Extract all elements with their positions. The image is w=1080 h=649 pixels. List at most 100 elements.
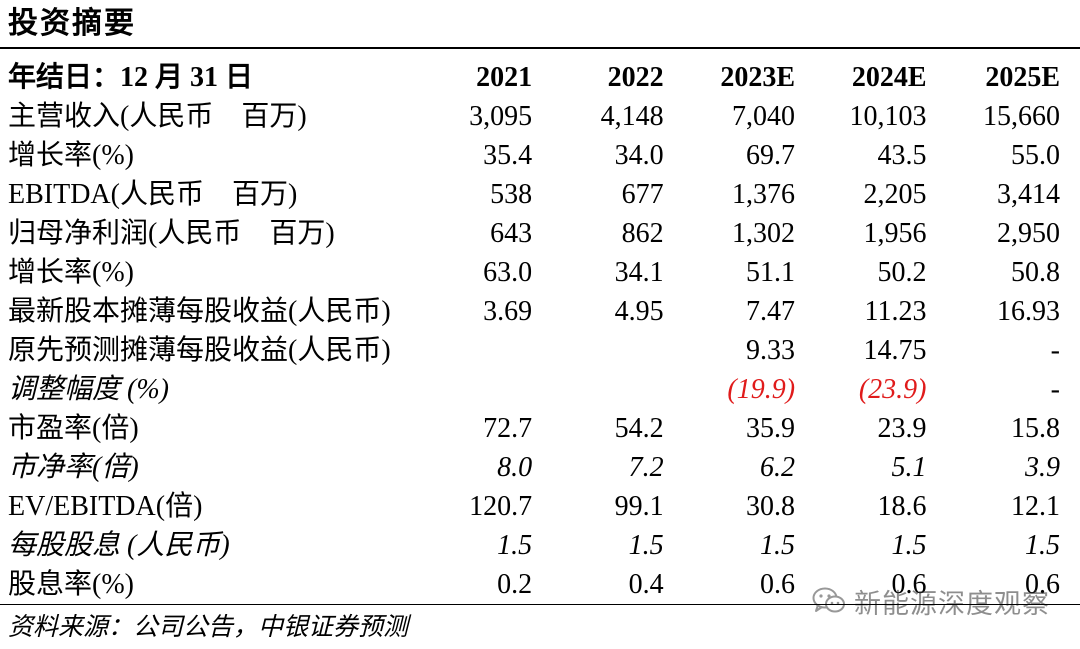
table-row: 主营收入(人民币 百万) 3,095 4,148 7,040 10,103 15,660 xyxy=(0,97,1080,136)
row-value: 35.4 xyxy=(483,140,533,171)
row-value: 9.33 xyxy=(746,335,796,366)
row-value: (19.9) xyxy=(727,374,796,405)
row-value: 1.5 xyxy=(891,530,927,561)
row-value xyxy=(554,370,685,409)
year-header: 2025E xyxy=(985,62,1060,93)
row-value: 30.8 xyxy=(746,491,796,522)
row-value: 862 xyxy=(621,218,664,249)
row-value: 1,376 xyxy=(732,179,796,210)
row-label: 调整幅度 (%) xyxy=(8,374,169,405)
row-value: (23.9) xyxy=(858,374,927,405)
row-value xyxy=(554,331,685,370)
header-label: 年结日：12 月 31 日 xyxy=(8,62,254,93)
row-value: 34.1 xyxy=(614,257,664,288)
row-value: 0.2 xyxy=(497,569,533,600)
row-value: 1.5 xyxy=(760,530,796,561)
table-row: 调整幅度 (%) (19.9) (23.9) - xyxy=(0,370,1080,409)
table-row: 股息率(%) 0.2 0.4 0.6 0.6 0.6 xyxy=(0,565,1080,604)
table-row: 增长率(%) 35.4 34.0 69.7 43.5 55.0 xyxy=(0,136,1080,175)
year-header: 2022 xyxy=(607,62,664,93)
row-value: 1.5 xyxy=(628,530,664,561)
row-value: 538 xyxy=(490,179,533,210)
source-note: 资料来源：公司公告，中银证券预测 xyxy=(8,614,409,641)
watermark-text: 新能源深度观察 xyxy=(854,588,1050,620)
row-value: 54.2 xyxy=(614,413,664,444)
row-value: 3,095 xyxy=(469,101,533,132)
row-value: 69.7 xyxy=(746,140,796,171)
row-label: 归母净利润(人民币 百万) xyxy=(8,218,335,249)
row-value: 4.95 xyxy=(614,296,664,327)
row-value: 10,103 xyxy=(849,101,927,132)
investment-summary-table: 年结日：12 月 31 日 2021 2022 2023E 2024E 2025… xyxy=(0,58,1080,604)
row-value: 7.2 xyxy=(628,452,664,483)
row-label: EV/EBITDA(倍) xyxy=(8,491,203,522)
row-value: 1,956 xyxy=(863,218,927,249)
row-value: 3.9 xyxy=(1025,452,1060,483)
table-row: EBITDA(人民币 百万) 538 677 1,376 2,205 3,414 xyxy=(0,175,1080,214)
row-value: 7.47 xyxy=(746,296,796,327)
year-header: 2021 xyxy=(476,62,533,93)
row-value: 4,148 xyxy=(600,101,664,132)
row-value: 0.6 xyxy=(1025,569,1060,600)
row-value: 63.0 xyxy=(483,257,533,288)
row-value: 12.1 xyxy=(1011,491,1060,522)
row-value xyxy=(423,331,554,370)
row-value: 34.0 xyxy=(614,140,664,171)
table-row: EV/EBITDA(倍) 120.7 99.1 30.8 18.6 12.1 xyxy=(0,487,1080,526)
row-value: 50.8 xyxy=(1011,257,1060,288)
row-label: 增长率(%) xyxy=(8,140,134,171)
row-value: 72.7 xyxy=(483,413,533,444)
row-label: 股息率(%) xyxy=(8,569,134,600)
row-value: 3,414 xyxy=(997,179,1060,210)
row-label: 主营收入(人民币 百万) xyxy=(8,101,307,132)
row-value: 11.23 xyxy=(864,296,927,327)
row-value: 50.2 xyxy=(877,257,927,288)
row-label: 原先预测摊薄每股收益(人民币) xyxy=(8,335,391,366)
table-row: 市盈率(倍) 72.7 54.2 35.9 23.9 15.8 xyxy=(0,409,1080,448)
row-value: 23.9 xyxy=(877,413,927,444)
page-title: 投资摘要 xyxy=(8,7,136,40)
row-label: 市净率(倍) xyxy=(8,452,139,483)
row-value: 6.2 xyxy=(760,452,796,483)
row-value: - xyxy=(1050,335,1060,366)
row-value xyxy=(423,370,554,409)
row-value: 3.69 xyxy=(483,296,533,327)
row-value: 15,660 xyxy=(983,101,1060,132)
table-body: 主营收入(人民币 百万) 3,095 4,148 7,040 10,103 15,660 增… xyxy=(0,97,1080,604)
row-value: 2,205 xyxy=(863,179,927,210)
table-row: 归母净利润(人民币 百万) 643 862 1,302 1,956 2,950 xyxy=(0,214,1080,253)
row-value: 15.8 xyxy=(1011,413,1060,444)
row-label: 市盈率(倍) xyxy=(8,413,139,444)
row-value: 5.1 xyxy=(891,452,927,483)
row-value: 1.5 xyxy=(1025,530,1060,561)
watermark: 新能源深度观察 xyxy=(812,581,1050,621)
table-row: 每股股息 (人民币) 1.5 1.5 1.5 1.5 1.5 xyxy=(0,526,1080,565)
row-value: 643 xyxy=(490,218,533,249)
row-label: 增长率(%) xyxy=(8,257,134,288)
row-value: 7,040 xyxy=(732,101,796,132)
row-value: 0.4 xyxy=(628,569,664,600)
row-value: 1,302 xyxy=(732,218,796,249)
row-value: 0.6 xyxy=(760,569,796,600)
year-header: 2023E xyxy=(720,62,796,93)
row-value: 99.1 xyxy=(614,491,664,522)
table-row: 增长率(%) 63.0 34.1 51.1 50.2 50.8 xyxy=(0,253,1080,292)
top-rule xyxy=(0,47,1080,49)
row-value: 0.6 xyxy=(891,569,927,600)
table-row: 市净率(倍) 8.0 7.2 6.2 5.1 3.9 xyxy=(0,448,1080,487)
row-value: 677 xyxy=(621,179,664,210)
row-label: 每股股息 (人民币) xyxy=(8,530,230,561)
row-value: 51.1 xyxy=(746,257,796,288)
row-value: 55.0 xyxy=(1011,140,1060,171)
row-value: - xyxy=(1050,374,1060,405)
row-value: 18.6 xyxy=(877,491,927,522)
row-value: 35.9 xyxy=(746,413,796,444)
row-value: 120.7 xyxy=(469,491,533,522)
row-value: 16.93 xyxy=(997,296,1060,327)
year-header: 2024E xyxy=(851,62,927,93)
table-row: 原先预测摊薄每股收益(人民币) 9.33 14.75 - xyxy=(0,331,1080,370)
row-value: 8.0 xyxy=(497,452,533,483)
row-label: EBITDA(人民币 百万) xyxy=(8,179,298,210)
table-row: 最新股本摊薄每股收益(人民币) 3.69 4.95 7.47 11.23 16.93 xyxy=(0,292,1080,331)
row-value: 43.5 xyxy=(877,140,927,171)
